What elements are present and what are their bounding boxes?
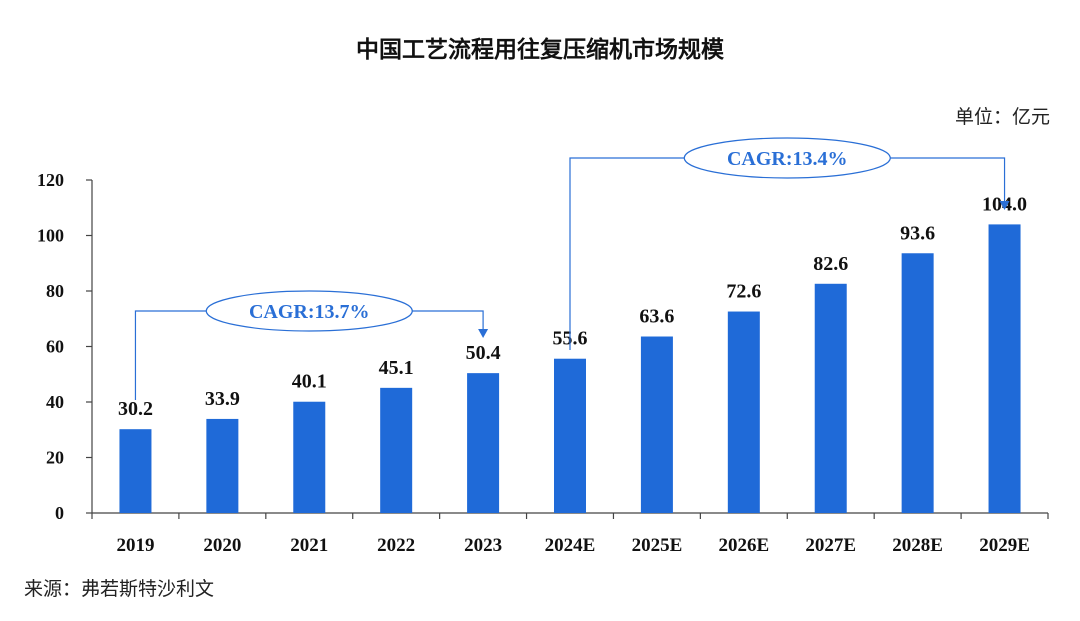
cagr-arrow-head: [999, 201, 1010, 210]
cagr-arrow-head: [478, 329, 489, 338]
data-label: 93.6: [900, 222, 935, 244]
y-tick-label: 40: [46, 392, 64, 412]
data-label: 45.1: [379, 357, 414, 379]
x-category-label: 2024E: [545, 535, 596, 556]
x-category-label: 2019: [116, 535, 154, 556]
cagr-bracket-line: [569, 157, 1006, 350]
bar: [727, 311, 760, 513]
data-label: 33.9: [205, 388, 240, 410]
x-category-label: 2023: [464, 535, 502, 556]
bar: [988, 224, 1021, 513]
cagr-ellipse: [683, 137, 891, 179]
cagr-label: CAGR:13.7%: [249, 301, 370, 323]
cagr-ellipse: [205, 290, 413, 332]
bar: [640, 336, 673, 513]
x-category-label: 2028E: [892, 535, 943, 556]
bar: [206, 418, 239, 513]
data-label: 63.6: [639, 306, 674, 328]
bar: [119, 429, 152, 513]
x-category-label: 2021: [290, 535, 328, 556]
chart-title: 中国工艺流程用往复压缩机市场规模: [356, 37, 724, 63]
bar: [293, 401, 326, 513]
data-label: 72.6: [726, 281, 761, 303]
data-label: 50.4: [466, 342, 501, 364]
cagr-label: CAGR:13.4%: [727, 148, 848, 170]
y-tick-label: 20: [46, 448, 64, 468]
x-category-label: 2020: [203, 535, 241, 556]
data-label: 82.6: [813, 253, 848, 275]
x-category-label: 2029E: [979, 535, 1030, 556]
data-label: 30.2: [118, 398, 153, 420]
cagr-annotation: CAGR:13.7%: [134, 290, 489, 400]
cagr-annotation: CAGR:13.4%: [569, 137, 1010, 350]
bar: [380, 387, 413, 513]
bar: [467, 373, 500, 513]
bar: [554, 358, 586, 513]
bar: [814, 283, 847, 513]
y-tick-label: 60: [46, 337, 64, 357]
x-category-label: 2026E: [718, 535, 769, 556]
y-tick-label: 0: [55, 503, 64, 523]
x-category-label: 2022: [377, 535, 415, 556]
data-label: 40.1: [292, 371, 327, 393]
x-category-label: 2025E: [632, 535, 683, 556]
x-category-label: 2027E: [805, 535, 856, 556]
y-tick-label: 120: [37, 170, 64, 190]
y-tick-label: 100: [37, 226, 64, 246]
bar: [901, 253, 934, 513]
source-note: 来源：弗若斯特沙利文: [24, 578, 215, 600]
y-tick-label: 80: [46, 281, 64, 301]
unit-label: 单位：亿元: [954, 106, 1050, 128]
